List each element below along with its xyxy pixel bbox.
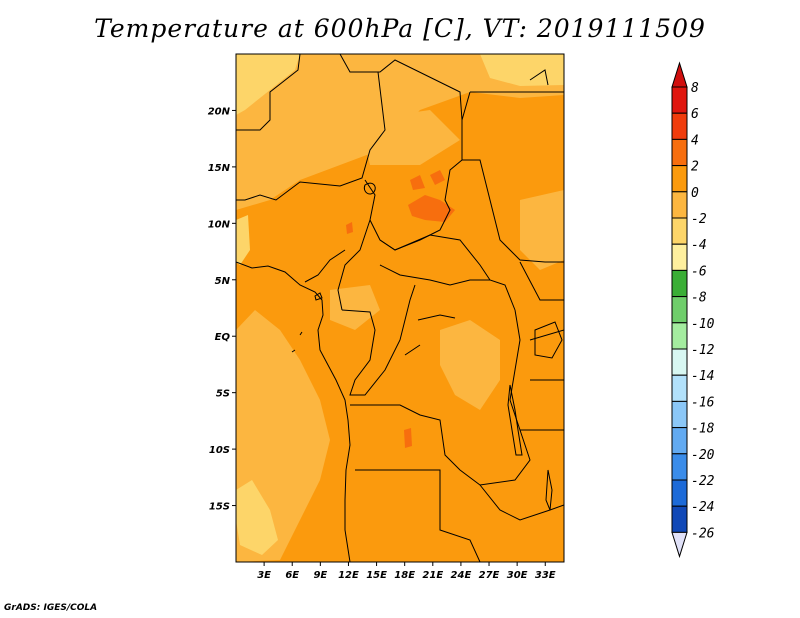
- field-zone-north: [236, 54, 470, 210]
- lat-tick-label: 15N: [208, 163, 231, 174]
- lon-tick-label: 24E: [451, 570, 472, 581]
- colorbar-label: -2: [691, 212, 707, 227]
- colorbar-swatch: [671, 165, 688, 193]
- field-zone-pale-nw: [236, 54, 300, 115]
- colorbar-swatch: [671, 86, 688, 114]
- colorbar-swatch: [671, 322, 688, 350]
- field-zone-pale-ne: [480, 54, 564, 86]
- lake-tanganyika: [507, 384, 523, 456]
- lon-tick-label: 30E: [507, 570, 528, 581]
- lake-victoria: [534, 321, 563, 359]
- colorbar-swatch: [671, 296, 688, 324]
- west-islands: [291, 292, 323, 353]
- field-zone-pale-w: [236, 215, 250, 265]
- colorbar-label: -8: [691, 291, 707, 306]
- field-zone-center-south: [330, 285, 380, 330]
- lat-tick-label: 10N: [208, 219, 231, 230]
- lon-tick-label: 6E: [285, 570, 299, 581]
- latitude-axis: 20N 15N 10N 5N EQ 5S 10S 15S: [208, 106, 236, 513]
- border-north-1: [236, 54, 301, 131]
- border-zambia: [479, 484, 564, 521]
- lon-tick-label: 15E: [366, 570, 387, 581]
- lon-tick-label: 12E: [338, 570, 359, 581]
- colorbar-label: -22: [691, 474, 715, 489]
- lat-tick-label: 10S: [209, 445, 230, 456]
- colorbar-label: 2: [691, 160, 699, 175]
- colorbar-label: -6: [691, 264, 707, 279]
- river-congo: [404, 314, 456, 356]
- colorbar-swatch: [671, 243, 688, 271]
- lake-chad: [363, 182, 376, 195]
- lat-tick-label: 20N: [208, 106, 231, 117]
- colorbar-bottom-arrow: [671, 531, 688, 559]
- field-zone-sahara: [360, 110, 460, 165]
- colorbar-swatch: [671, 138, 688, 167]
- colorbar-swatch: [671, 453, 688, 481]
- field-hot-spot-3: [430, 170, 445, 185]
- colorbar-label: -26: [691, 526, 715, 541]
- colorbar-label: 0: [691, 186, 699, 201]
- colorbar-label: -20: [691, 448, 715, 463]
- lon-tick-label: 9E: [313, 570, 327, 581]
- lat-tick-label: 15S: [209, 502, 230, 513]
- colorbar-label: -24: [691, 500, 714, 515]
- map-title: Temperature at 600hPa [C], VT: 201911150…: [94, 14, 706, 43]
- colorbar-label: 6: [691, 107, 699, 122]
- lon-tick-label: 27E: [479, 570, 500, 581]
- colorbar-swatch: [671, 400, 688, 429]
- field-zone-east: [520, 190, 564, 270]
- lon-tick-label: 21E: [422, 570, 443, 581]
- field-hot-spot-5: [346, 222, 353, 234]
- border-car: [379, 234, 516, 311]
- colorbar: 8 6 4 2 0 -2 -4 -6 -8 -10 -12 -14 -16 -18 -20 -22 -24 -26: [671, 61, 715, 559]
- border-sudan: [462, 91, 564, 263]
- country-boundaries: [236, 54, 564, 562]
- colorbar-swatch: [671, 191, 688, 219]
- colorbar-label: 4: [691, 133, 699, 148]
- grads-credit: GrADS: IGES/COLA: [4, 603, 98, 613]
- lake-malawi: [545, 469, 553, 511]
- colorbar-swatch: [671, 269, 688, 298]
- border-drc: [350, 309, 531, 486]
- colorbar-swatch: [671, 427, 688, 455]
- lat-tick-label: EQ: [215, 332, 231, 343]
- northeast-coast: [529, 69, 549, 86]
- map-frame: [235, 53, 565, 563]
- border-congo: [341, 284, 416, 396]
- colorbar-top-arrow: [671, 61, 688, 88]
- lon-tick-label: 18E: [394, 570, 415, 581]
- colorbar-swatch: [671, 505, 688, 533]
- field-hot-spot-4: [404, 428, 412, 448]
- temperature-field: [236, 54, 564, 562]
- border-north-3: [236, 71, 386, 201]
- colorbar-swatch: [671, 112, 688, 140]
- lat-tick-label: 5S: [216, 389, 230, 400]
- colorbar-swatch: [671, 479, 688, 507]
- longitude-axis: 3E 6E 9E 12E 15E 18E 21E 24E 27E 30E 33E: [257, 562, 556, 581]
- colorbar-label: -10: [691, 317, 715, 332]
- field-zone-central: [440, 320, 500, 410]
- field-hot-spot-1: [408, 195, 455, 222]
- field-hot-spot-2: [410, 175, 425, 190]
- colorbar-swatch: [671, 348, 688, 376]
- lon-tick-label: 3E: [257, 570, 271, 581]
- coastline-west: [236, 261, 351, 562]
- border-cameroon: [304, 219, 371, 311]
- border-angola: [355, 469, 481, 562]
- colorbar-label: -18: [691, 422, 715, 437]
- border-east: [519, 261, 564, 431]
- colorbar-label: -16: [691, 395, 715, 410]
- colorbar-swatch: [671, 374, 688, 402]
- field-zone-pale-sw: [236, 480, 278, 555]
- lon-tick-label: 33E: [535, 570, 556, 581]
- lat-tick-label: 5N: [215, 276, 231, 287]
- colorbar-swatch: [671, 217, 688, 245]
- colorbar-label: -14: [691, 369, 714, 384]
- colorbar-label: -4: [691, 238, 707, 253]
- colorbar-label: -12: [691, 343, 715, 358]
- colorbar-label: 8: [691, 81, 699, 96]
